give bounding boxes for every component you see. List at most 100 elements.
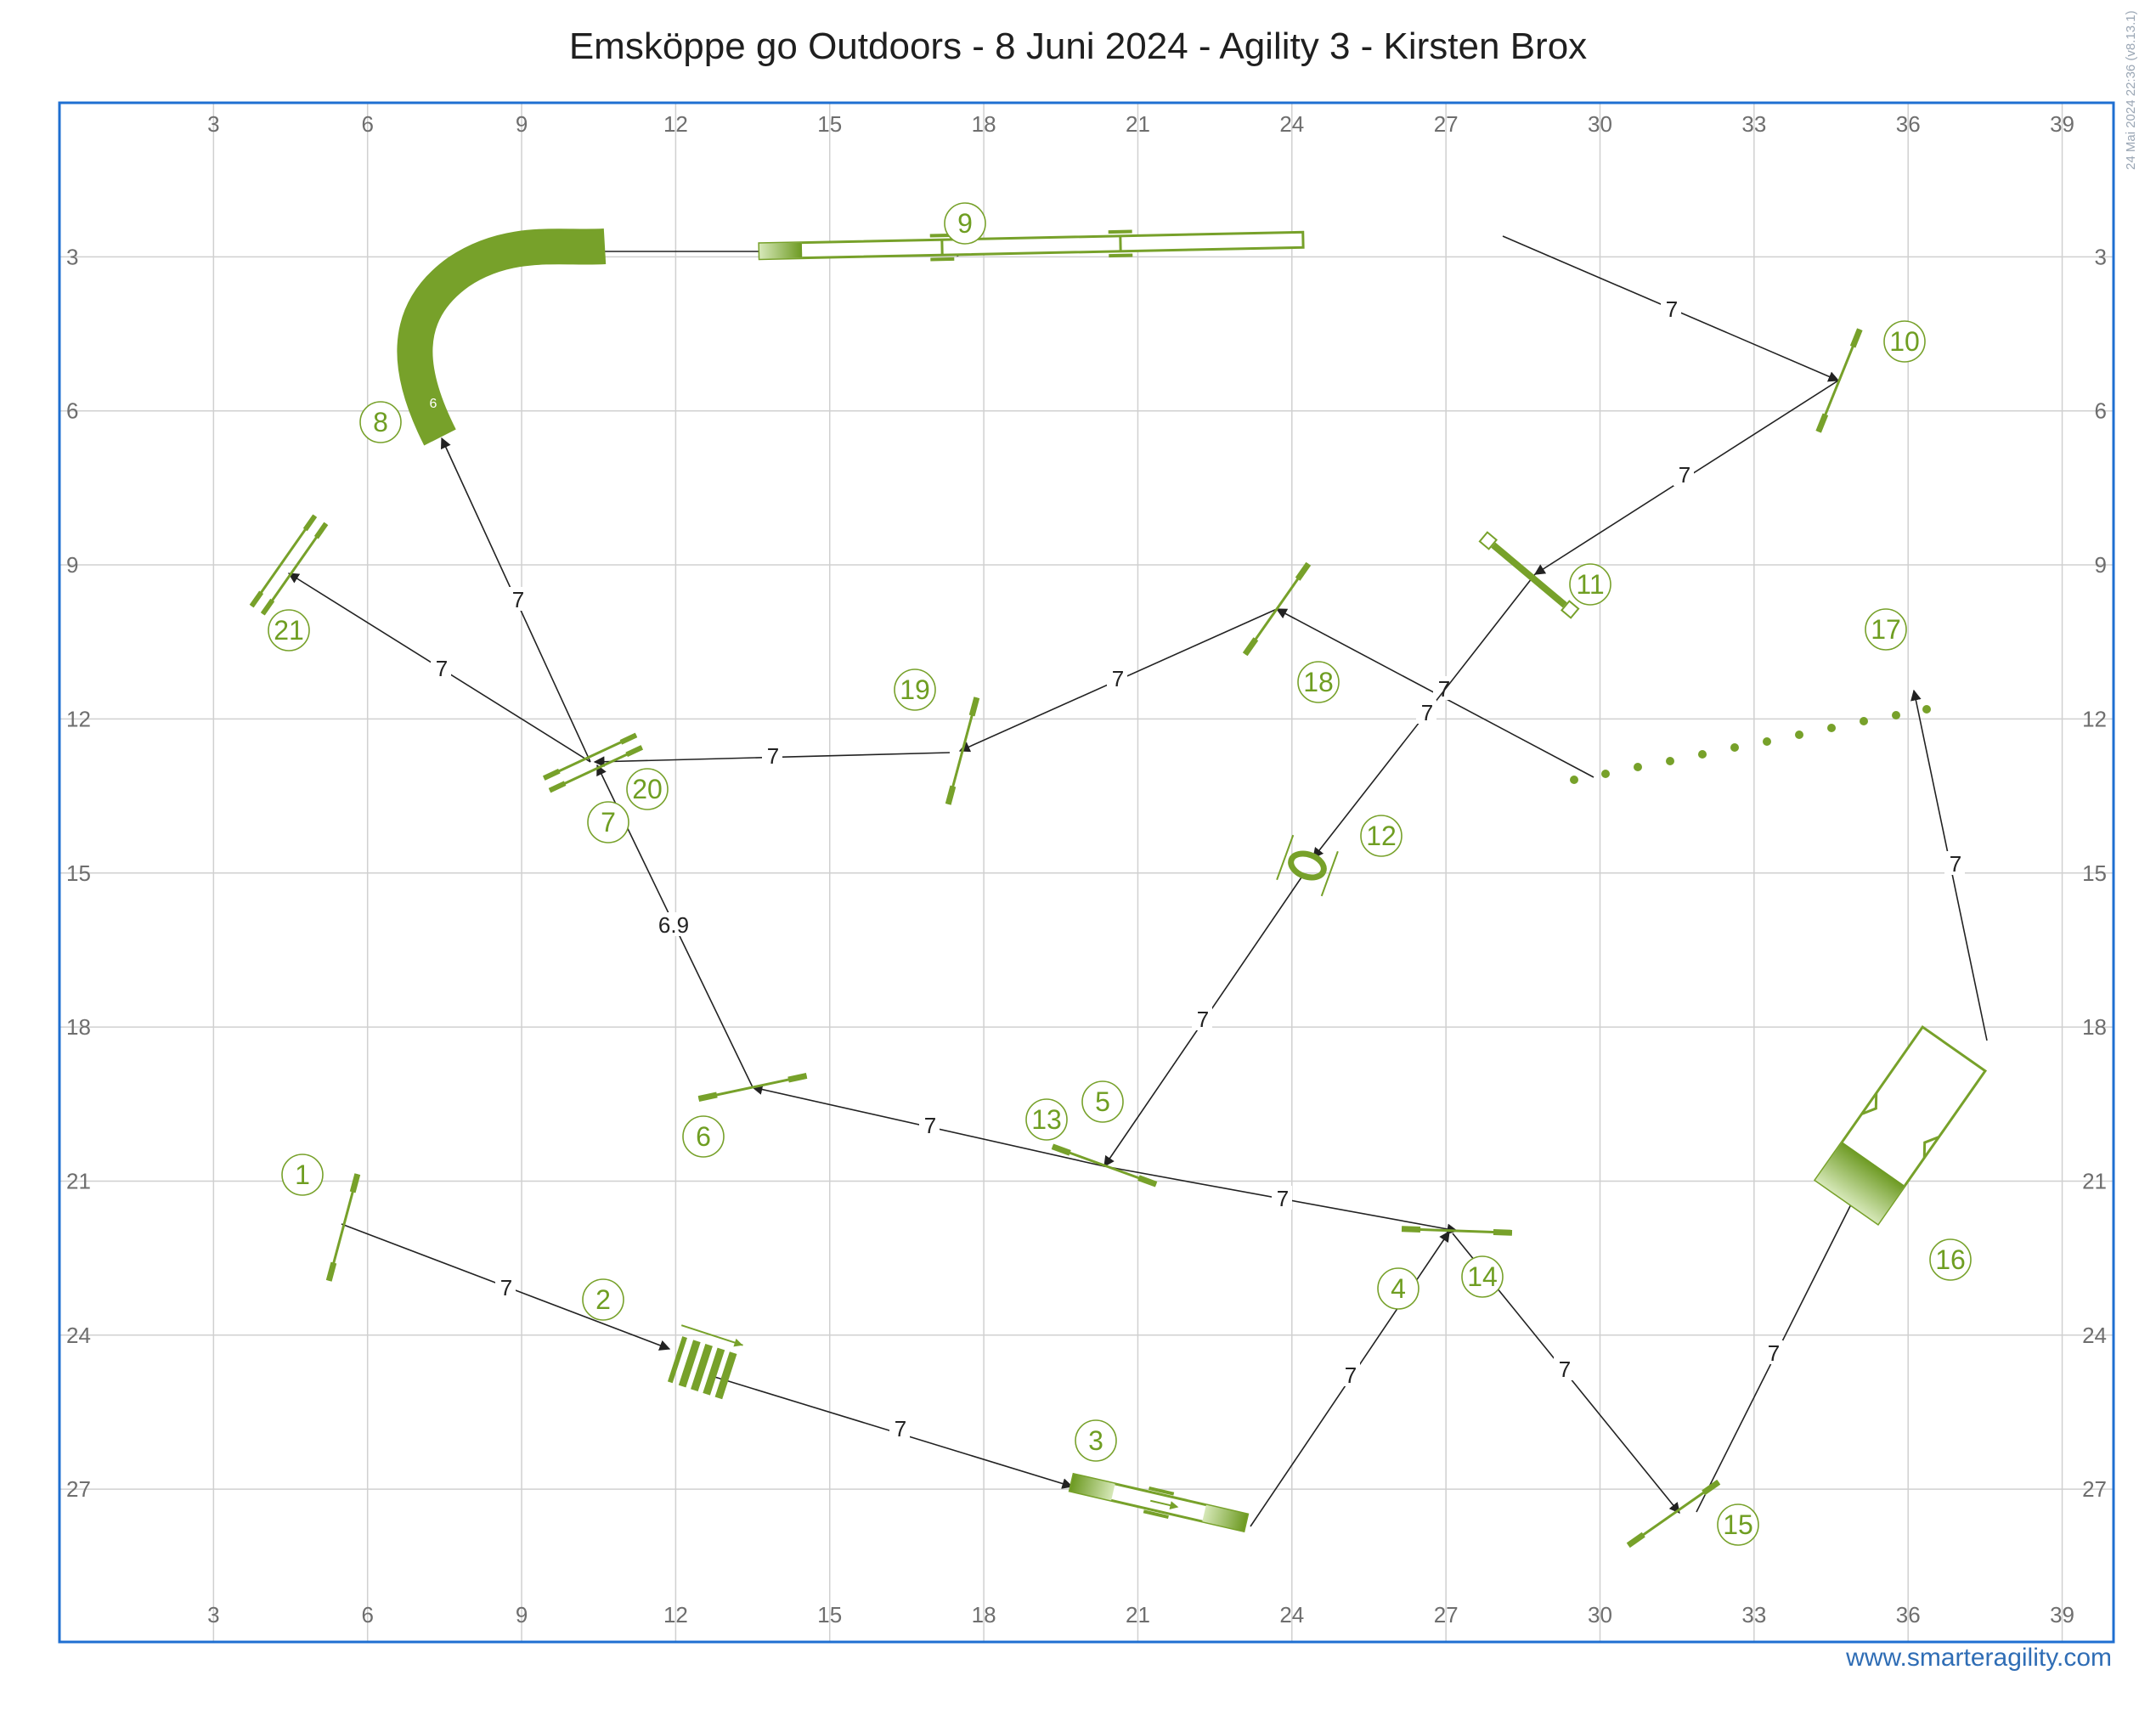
x-tick-label-top: 9 — [516, 111, 528, 137]
obstacle-number-9: 9 — [944, 202, 986, 245]
weave-pole — [1922, 705, 1931, 714]
a-frame-contact — [1815, 1142, 1905, 1224]
x-tick-label-bottom: 9 — [516, 1602, 528, 1628]
jump-wing — [697, 1092, 718, 1102]
distance-label-bg — [1763, 1340, 1783, 1364]
jump-wing — [302, 514, 318, 532]
distance-label: 7 — [1277, 1186, 1289, 1211]
number-circle — [359, 401, 402, 443]
obstacle-number-10: 10 — [1883, 320, 1926, 363]
obstacle-4-14-jump — [1401, 1226, 1513, 1236]
jump-wing — [260, 598, 275, 616]
distance-label: 7 — [1112, 666, 1124, 691]
distance-label: 7 — [512, 587, 524, 612]
distance-label-bg — [1107, 666, 1127, 690]
distance-label-bg — [1340, 1362, 1360, 1386]
course-title: Emsköppe go Outdoors - 8 Juni 2024 - Agi… — [568, 25, 1588, 67]
number-label: 6 — [696, 1121, 711, 1152]
seesaw-arrow-head — [1169, 1501, 1179, 1510]
number-label: 1 — [295, 1159, 310, 1190]
jump-wing — [1295, 561, 1312, 581]
jump-bar — [262, 522, 328, 615]
x-tick-label-bottom: 24 — [1279, 1602, 1304, 1628]
weave-pole — [678, 1340, 701, 1388]
obstacle-number-1: 1 — [281, 1154, 324, 1196]
obstacle-15-jump — [1626, 1479, 1721, 1549]
number-label: 16 — [1935, 1244, 1966, 1275]
distance-label: 7 — [1438, 676, 1450, 702]
obstacle-number-7: 7 — [587, 801, 629, 843]
number-circle — [682, 1115, 725, 1158]
x-tick-label-bottom: 18 — [972, 1602, 996, 1628]
jump-wing — [249, 590, 264, 608]
weave-arrow-head — [733, 1338, 743, 1347]
obstacle-number-8: 8 — [359, 401, 402, 443]
obstacle-number-20: 20 — [626, 768, 669, 810]
x-tick-label-top: 27 — [1434, 111, 1459, 137]
number-circle — [626, 768, 669, 810]
x-tick-label-top: 12 — [663, 111, 688, 137]
weave-pole — [1827, 724, 1836, 732]
distance-label: 7 — [1679, 462, 1690, 488]
y-tick-label-left: 27 — [66, 1476, 91, 1502]
obstacle-number-14: 14 — [1461, 1255, 1504, 1298]
dogwalk-contact — [759, 242, 803, 259]
number-label: 3 — [1088, 1425, 1103, 1456]
number-label: 20 — [632, 774, 663, 804]
y-tick-label-right: 24 — [2082, 1323, 2107, 1348]
number-label: 14 — [1467, 1261, 1498, 1292]
y-tick-label-right: 21 — [2082, 1168, 2107, 1193]
distance-label: 7 — [767, 743, 779, 769]
obstacles: 6 — [249, 228, 1988, 1549]
distance-label-bg — [1272, 1186, 1292, 1210]
number-circle — [1360, 815, 1403, 857]
obstacle-number-3: 3 — [1075, 1419, 1117, 1462]
distance-label-bg — [762, 743, 782, 767]
jump-wing — [787, 1073, 808, 1083]
y-tick-label-right: 9 — [2095, 552, 2107, 578]
x-tick-label-bottom: 39 — [2050, 1602, 2074, 1628]
jump-bar — [543, 734, 637, 780]
weave-pole — [1763, 737, 1771, 746]
obstacle-2-weave — [667, 1324, 743, 1400]
number-label: 12 — [1366, 821, 1397, 851]
tire-frame — [1276, 834, 1295, 881]
number-label: 8 — [373, 407, 388, 437]
y-tick-label-left: 24 — [66, 1323, 91, 1348]
weave-pole — [1698, 750, 1707, 759]
x-tick-label-top: 3 — [207, 111, 219, 137]
distance-label-bg — [1944, 851, 1965, 875]
number-label: 19 — [900, 674, 930, 705]
x-tick-label-top: 21 — [1126, 111, 1150, 137]
x-tick-label-top: 36 — [1896, 111, 1921, 137]
jump-wing — [945, 785, 957, 805]
x-tick-label-top: 18 — [972, 111, 996, 137]
distance-label: 7 — [1421, 700, 1433, 725]
number-circle — [268, 609, 310, 652]
obstacle-18-jump — [1242, 561, 1312, 657]
jump-wing — [968, 697, 980, 717]
number-label: 2 — [595, 1284, 611, 1315]
distance-label-bg — [889, 1416, 910, 1440]
number-label: 11 — [1576, 569, 1604, 600]
obstacle-number-2: 2 — [582, 1278, 624, 1321]
obstacle-10-jump — [1815, 328, 1863, 433]
website-link[interactable]: www.smarteragility.com — [1846, 1644, 2112, 1672]
distance-label-bg — [1661, 296, 1681, 320]
number-label: 7 — [601, 807, 616, 838]
jump-wing — [625, 745, 644, 758]
y-tick-label-right: 27 — [2082, 1476, 2107, 1502]
y-tick-label-left: 21 — [66, 1168, 91, 1193]
distance-label-bg — [1554, 1357, 1574, 1380]
weave-pole — [1634, 763, 1642, 771]
jump-wing — [349, 1173, 361, 1193]
x-tick-label-top: 39 — [2050, 111, 2074, 137]
distance-label: 7 — [895, 1416, 906, 1441]
weave-pole — [1570, 776, 1578, 784]
weave-pole — [667, 1336, 687, 1384]
wall-body — [1491, 542, 1567, 608]
obstacle-12-tire — [1276, 834, 1339, 897]
distance-label-bg — [495, 1275, 516, 1299]
obstacle-9-dogwalk — [758, 229, 1305, 262]
